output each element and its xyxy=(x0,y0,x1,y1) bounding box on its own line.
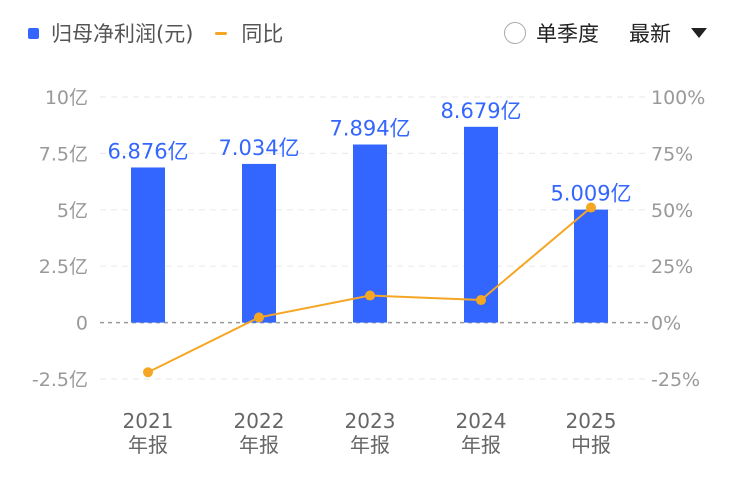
category-period-label: 年报 xyxy=(350,433,390,457)
right-tick-label: 100% xyxy=(651,87,705,109)
category-year-label: 2025 xyxy=(566,409,617,433)
yoy-point-2022[interactable] xyxy=(254,312,264,323)
bar-2024[interactable] xyxy=(464,126,498,323)
yoy-point-2024[interactable] xyxy=(476,295,486,306)
radio-circle-icon[interactable] xyxy=(504,22,526,44)
left-tick-label: 7.5亿 xyxy=(39,143,88,165)
legend-label-profit: 归母净利润(元) xyxy=(51,22,194,46)
left-axis-ticks: 10亿 7.5亿 5亿 2.5亿 0 -2.5亿 xyxy=(32,87,88,391)
bar-2025[interactable] xyxy=(574,209,608,323)
chart-controls: 单季度 最新 xyxy=(504,16,707,50)
legend-label-yoy: 同比 xyxy=(241,22,284,46)
left-tick-label: 10亿 xyxy=(45,87,88,109)
bar-value-label: 5.009亿 xyxy=(550,182,631,206)
period-dropdown[interactable]: 最新 xyxy=(629,18,707,48)
legend-item-profit[interactable]: 归母净利润(元) xyxy=(28,18,193,48)
legend-line-swatch xyxy=(215,31,228,35)
legend-bar-swatch xyxy=(28,27,39,39)
single-season-toggle[interactable]: 单季度 xyxy=(504,18,599,48)
right-tick-label: 50% xyxy=(651,200,693,222)
bar-value-label: 7.894亿 xyxy=(329,117,410,141)
category-year-label: 2024 xyxy=(456,409,507,433)
bar-value-labels: 6.876亿 7.034亿 7.894亿 8.679亿 5.009亿 xyxy=(107,99,631,206)
right-tick-label: 0% xyxy=(651,313,681,335)
yoy-point-2021[interactable] xyxy=(143,367,153,378)
single-season-label: 单季度 xyxy=(536,22,599,46)
bar-2021[interactable] xyxy=(131,167,165,323)
caret-down-icon xyxy=(691,28,707,38)
period-dropdown-value: 最新 xyxy=(629,22,671,46)
category-year-label: 2023 xyxy=(345,409,396,433)
yoy-point-2025[interactable] xyxy=(586,202,596,213)
legend-item-yoy[interactable]: 同比 xyxy=(215,18,283,48)
left-tick-label: 2.5亿 xyxy=(39,256,88,278)
category-period-label: 年报 xyxy=(128,433,168,457)
category-period-label: 年报 xyxy=(239,433,279,457)
category-period-label: 年报 xyxy=(461,433,501,457)
right-tick-label: 25% xyxy=(651,256,693,278)
right-tick-label: -25% xyxy=(651,369,700,391)
right-tick-label: 75% xyxy=(651,143,693,165)
category-year-label: 2022 xyxy=(234,409,285,433)
category-period-label: 中报 xyxy=(571,433,611,457)
bar-value-label: 7.034亿 xyxy=(218,136,299,160)
grid-lines xyxy=(100,96,648,380)
bar-value-label: 6.876亿 xyxy=(107,139,188,163)
right-axis-ticks: 100% 75% 50% 25% 0% -25% xyxy=(651,87,705,391)
bar-value-label: 8.679亿 xyxy=(440,99,521,123)
yoy-point-2023[interactable] xyxy=(365,290,375,301)
chart-legend: 归母净利润(元) 同比 xyxy=(28,16,305,50)
bar-2022[interactable] xyxy=(242,163,276,323)
category-year-label: 2021 xyxy=(123,409,174,433)
left-tick-label: -2.5亿 xyxy=(32,369,88,391)
left-tick-label: 5亿 xyxy=(57,200,88,222)
yoy-line-series xyxy=(143,202,596,378)
left-tick-label: 0 xyxy=(76,313,88,335)
